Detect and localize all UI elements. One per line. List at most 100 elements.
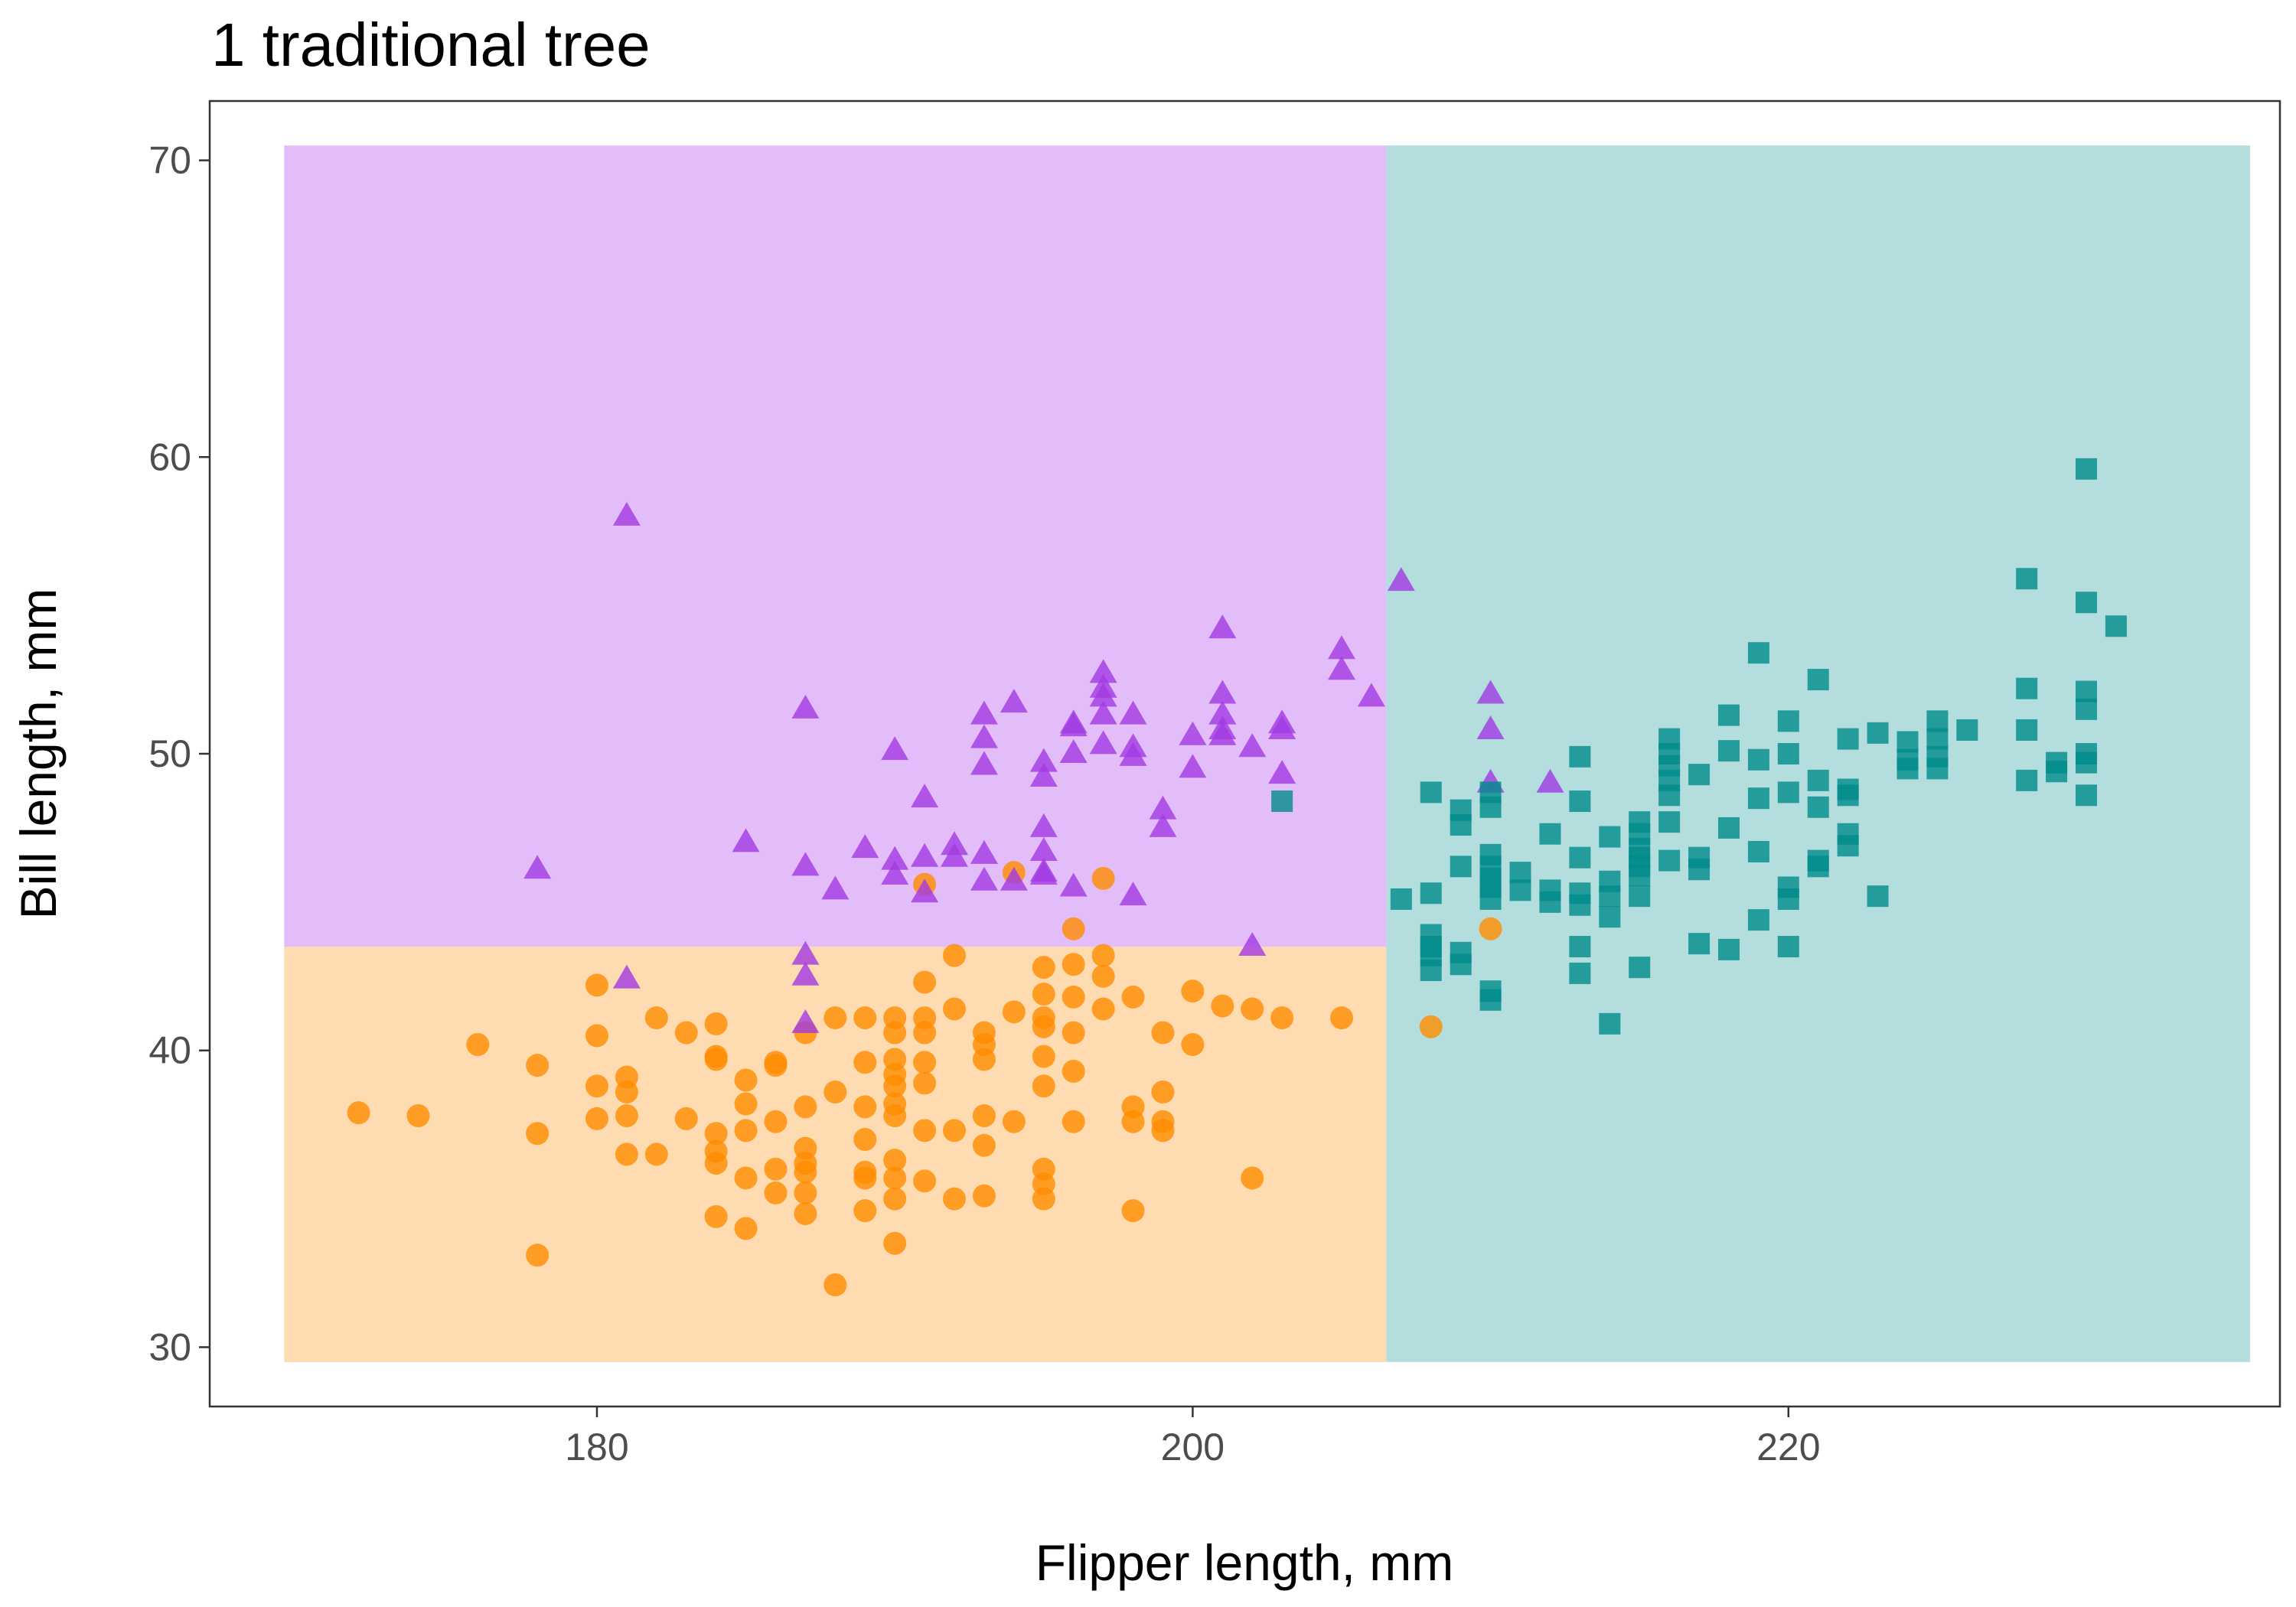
data-point-circle (943, 997, 967, 1021)
data-point-triangle (612, 501, 641, 526)
data-point-square (1569, 962, 1591, 984)
data-point-square (1629, 885, 1651, 908)
data-point-triangle (1179, 754, 1207, 778)
data-point-square (1777, 888, 1799, 910)
data-point-circle (853, 1006, 877, 1030)
data-point-circle (972, 1048, 996, 1071)
data-point-circle (853, 1095, 877, 1119)
data-point-triangle (1208, 700, 1237, 725)
data-point-square (1599, 906, 1621, 928)
data-point-triangle (1089, 659, 1117, 683)
data-point-circle (734, 1119, 758, 1143)
data-point-circle (764, 1157, 788, 1181)
data-point-circle (794, 1181, 817, 1204)
data-point-square (1658, 849, 1681, 872)
data-point-square (1717, 938, 1740, 960)
data-point-circle (972, 1133, 996, 1157)
data-point-circle (526, 1122, 550, 1146)
data-point-circle (1062, 1021, 1085, 1045)
data-point-triangle (1179, 721, 1207, 745)
data-point-circle (1241, 997, 1264, 1021)
data-point-circle (734, 1166, 758, 1190)
data-point-circle (972, 1104, 996, 1128)
data-point-square (1807, 796, 1829, 818)
data-point-triangle (911, 878, 939, 903)
data-point-circle (853, 1128, 877, 1152)
data-point-circle (615, 1081, 638, 1104)
data-point-triangle (821, 875, 850, 900)
data-point-triangle (1059, 739, 1088, 763)
y-axis-title: Bill length, mm (10, 588, 67, 920)
data-point-triangle (1238, 733, 1267, 758)
data-point-circle (883, 1104, 907, 1128)
data-point-circle (823, 1006, 847, 1030)
data-point-circle (883, 1231, 907, 1255)
data-point-triangle (1357, 683, 1385, 707)
data-points (347, 458, 2127, 1297)
data-point-circle (1091, 866, 1115, 890)
data-point-triangle (1119, 742, 1147, 766)
data-point-square (1539, 891, 1561, 913)
data-point-square (1479, 796, 1502, 818)
data-point-square (1450, 953, 1472, 976)
data-point-circle (1032, 1187, 1055, 1211)
data-point-circle (972, 1184, 996, 1208)
data-point-square (1747, 787, 1769, 810)
data-point-circle (704, 1204, 728, 1228)
data-point-circle (1062, 985, 1085, 1009)
data-point-square (1539, 823, 1561, 845)
data-point-circle (466, 1032, 490, 1056)
data-point-circle (406, 1104, 430, 1128)
data-point-circle (734, 1092, 758, 1116)
data-point-triangle (1327, 656, 1355, 680)
data-point-circle (1151, 1119, 1175, 1143)
data-point-triangle (1149, 795, 1177, 820)
data-point-square (1569, 936, 1591, 958)
data-point-square (1777, 743, 1799, 764)
data-point-square (1688, 933, 1711, 955)
data-point-circle (853, 1199, 877, 1223)
data-point-square (2016, 677, 2038, 699)
data-point-square (1717, 817, 1740, 839)
data-point-circle (585, 1074, 608, 1098)
data-point-triangle (1238, 932, 1267, 957)
data-point-circle (734, 1068, 758, 1092)
data-point-circle (585, 973, 608, 997)
data-point-triangle (1119, 882, 1147, 906)
data-point-circle (526, 1244, 550, 1267)
x-axis-title: Flipper length, mm (1035, 1534, 1454, 1591)
data-point-square (1629, 864, 1651, 886)
data-point-square (2016, 568, 2038, 590)
data-point-circle (943, 944, 967, 967)
data-point-triangle (881, 736, 909, 761)
data-point-square (1867, 885, 1889, 908)
y-tick-label: 60 (148, 435, 191, 478)
data-point-triangle (1149, 813, 1177, 837)
x-tick-label: 200 (1161, 1426, 1225, 1468)
data-point-triangle (1059, 712, 1088, 737)
data-point-square (1837, 784, 1859, 807)
data-point-square (1569, 894, 1591, 916)
data-point-circle (347, 1101, 370, 1125)
chart-title: 1 traditional tree (211, 11, 651, 79)
y-tick-label: 30 (148, 1325, 191, 1368)
data-point-square (1658, 784, 1681, 807)
data-point-square (1479, 989, 1502, 1011)
decision-regions (284, 145, 2251, 1362)
data-point-circle (1479, 917, 1502, 940)
region-2 (1386, 145, 2251, 1362)
data-point-triangle (970, 700, 998, 725)
data-point-square (1717, 740, 1740, 762)
data-point-square (1747, 909, 1769, 931)
data-point-circle (883, 1187, 907, 1211)
data-point-square (1837, 728, 1859, 750)
data-point-circle (764, 1110, 788, 1133)
data-point-square (1450, 814, 1472, 836)
x-tick-label: 180 (565, 1426, 628, 1468)
data-point-circle (704, 1012, 728, 1035)
data-point-triangle (1029, 813, 1058, 837)
data-point-circle (913, 1071, 937, 1095)
data-point-circle (1032, 1074, 1055, 1098)
data-point-circle (585, 1107, 608, 1130)
data-point-circle (1270, 1006, 1294, 1030)
